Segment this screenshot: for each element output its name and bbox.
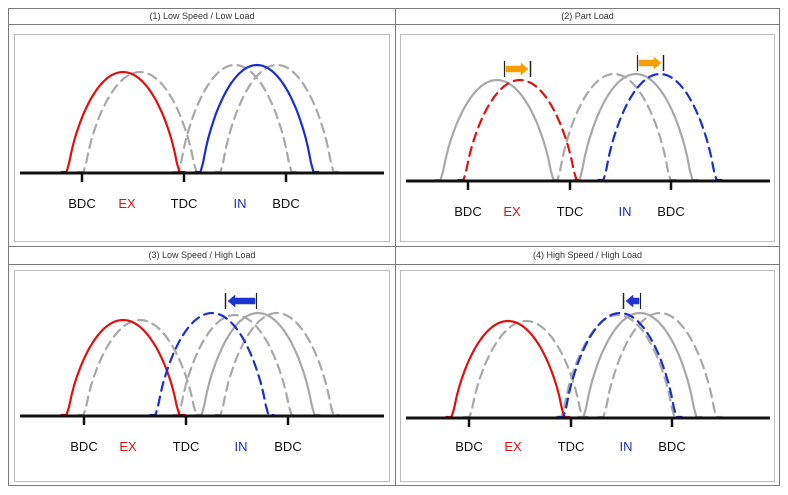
exhaust-valve-curve [60,318,186,417]
timing-advance-arrow [625,294,640,308]
tdc-label: TDC [558,439,585,454]
panel-2-title: (2) Part Load [561,11,614,21]
intake-valve-curve-shifted [557,311,683,419]
intake-label: IN [619,204,632,219]
panel-4-diagram: BDC EX TDC IN BDC [406,293,770,454]
exhaust-valve-curve [445,319,571,419]
bdc-label: BDC [455,439,482,454]
intake-valve-curve-shifted [597,72,723,182]
reference-valve-curve [195,311,321,417]
reference-valve-curve [577,311,703,419]
exhaust-valve-curve [60,70,186,174]
panel-2-diagram: BDC EX TDC IN BDC [406,55,770,219]
reference-valve-curve-shifted [597,311,723,419]
bdc-label: BDC [70,439,97,454]
title-row-divider-top [8,24,780,25]
reference-valve-curve-shifted [172,313,298,417]
exhaust-label: EX [119,439,137,454]
intake-label: IN [234,196,247,211]
reference-valve-curve-shifted [77,70,203,174]
panel-4-area [400,270,775,482]
timing-retard-arrow [505,62,529,76]
bdc-label: BDC [272,196,299,211]
panel-1-area [14,34,390,242]
reference-valve-curve [573,72,699,182]
intake-valve-curve-shifted [149,311,275,417]
panel-1-diagram: BDC EX TDC IN BDC [20,63,384,211]
panel-4-title: (4) High Speed / High Load [532,250,643,260]
panel-1-title: (1) Low Speed / Low Load [149,11,255,21]
reference-valve-curve-shifted [214,63,340,174]
exhaust-label: EX [503,204,521,219]
reference-valve-curve [434,78,560,182]
vertical-divider [395,8,396,486]
bdc-label: BDC [658,439,685,454]
reference-valve-curve-shifted [77,318,203,417]
intake-valve-curve [194,63,320,174]
intake-label: IN [235,439,248,454]
timing-retard-arrow [638,56,662,70]
panel-3-area [14,270,390,482]
tdc-label: TDC [557,204,584,219]
tdc-label: TDC [173,439,200,454]
exhaust-label: EX [504,439,522,454]
panel-3-title: (3) Low Speed / High Load [148,250,256,260]
panel-2-area [400,34,775,242]
title-row-divider-bottom [8,264,780,265]
bdc-label: BDC [274,439,301,454]
exhaust-valve-curve-shifted [457,78,583,182]
bdc-label: BDC [68,196,95,211]
reference-valve-curve-shifted [214,311,340,417]
reference-valve-curve-shifted [172,63,298,174]
reference-valve-curve-shifted [555,313,681,419]
exhaust-label: EX [118,196,136,211]
bdc-label: BDC [657,204,684,219]
tdc-label: TDC [171,196,198,211]
panel-3-diagram: BDC EX TDC IN BDC [20,293,384,454]
panel-row-divider [8,246,780,247]
timing-advance-arrow [227,294,256,308]
reference-valve-curve-shifted [551,72,677,182]
reference-valve-curve-shifted [463,319,589,419]
figure-frame [8,8,780,486]
bdc-label: BDC [454,204,481,219]
intake-label: IN [620,439,633,454]
